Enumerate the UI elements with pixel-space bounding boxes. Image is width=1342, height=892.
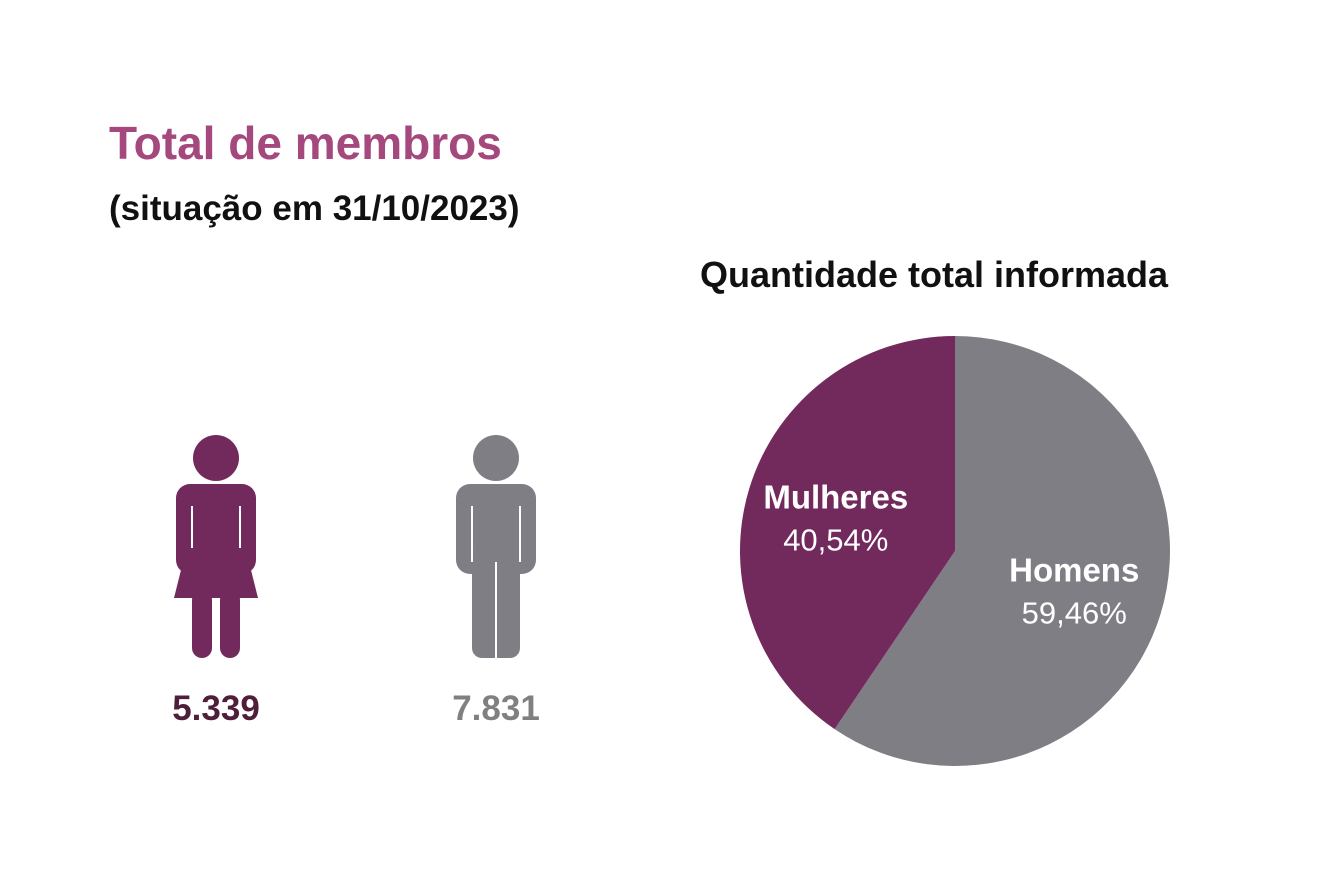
women-count: 5.339: [172, 689, 260, 728]
pie-slice-homens: [834, 336, 1170, 766]
chart-title: Quantidade total informada: [700, 254, 1169, 295]
pie-value-mulheres: 40,54%: [783, 522, 888, 557]
pie-value-homens: 59,46%: [1022, 596, 1127, 631]
pie-slice-mulheres: [739, 336, 955, 730]
page-title: Total de membros: [109, 117, 502, 169]
pie-label-mulheres: Mulheres: [763, 478, 908, 515]
man-icon: [446, 430, 546, 662]
page-subtitle: (situação em 31/10/2023): [109, 189, 520, 228]
woman-icon: [166, 430, 266, 662]
pie-label-homens: Homens: [1009, 552, 1139, 589]
men-count: 7.831: [452, 689, 540, 728]
